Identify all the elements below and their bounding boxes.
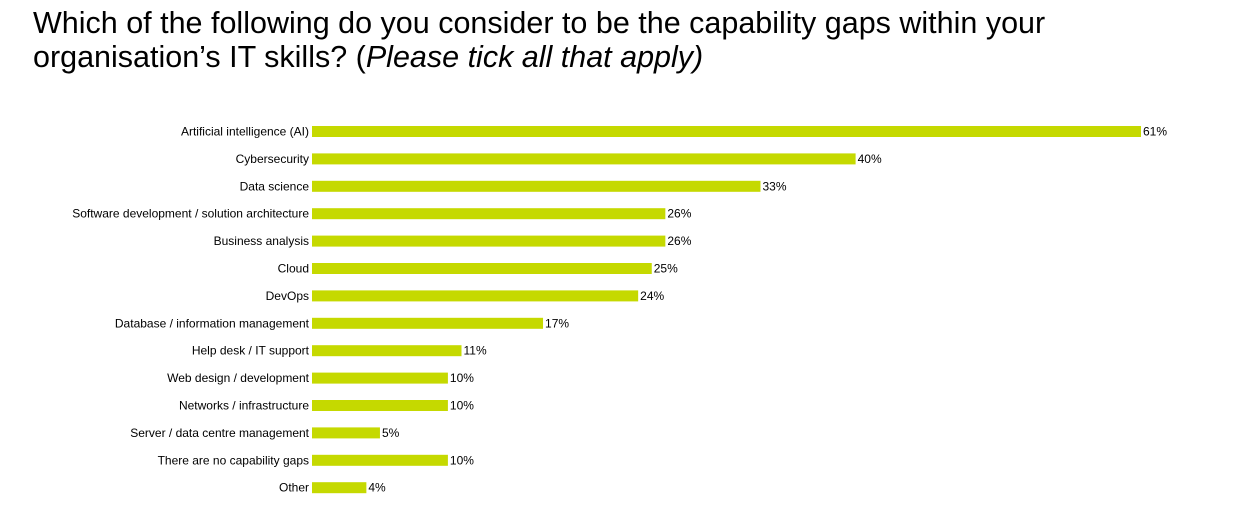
bar — [312, 235, 666, 247]
category-label: Server / data centre management — [130, 426, 309, 440]
data-label: 10% — [450, 371, 474, 385]
category-label: Business analysis — [214, 234, 309, 248]
title-instruction: Please tick all that apply) — [365, 40, 704, 74]
data-label: 24% — [640, 289, 664, 303]
bar — [312, 482, 367, 494]
page-title: Which of the following do you consider t… — [33, 6, 1233, 74]
bar — [312, 180, 761, 192]
title-open-paren: ( — [347, 40, 366, 74]
category-label: Help desk / IT support — [192, 344, 310, 358]
bar — [312, 153, 856, 165]
category-label: Software development / solution architec… — [72, 207, 309, 221]
bar — [312, 317, 544, 329]
data-label: 25% — [654, 262, 678, 276]
data-label: 11% — [463, 344, 486, 358]
category-label: Artificial intelligence (AI) — [181, 125, 309, 139]
bar — [312, 400, 448, 411]
data-label: 4% — [368, 481, 386, 495]
category-label: Cybersecurity — [236, 152, 309, 166]
category-label: Networks / infrastructure — [179, 399, 309, 413]
bar — [312, 372, 448, 384]
category-label: Data science — [240, 179, 310, 193]
data-label: 26% — [667, 234, 691, 248]
bar — [312, 290, 639, 302]
category-label: Other — [279, 481, 309, 495]
category-label: There are no capability gaps — [158, 453, 309, 467]
title-main: Which of the following do you consider t… — [33, 6, 1046, 74]
category-label: Web design / development — [167, 371, 310, 385]
bar — [312, 427, 380, 439]
data-label: 10% — [450, 453, 474, 467]
category-label: DevOps — [266, 289, 309, 303]
bar — [312, 126, 1141, 137]
data-label: 61% — [1143, 125, 1167, 139]
bar — [312, 454, 448, 466]
bar — [312, 208, 666, 220]
data-label: 33% — [762, 179, 786, 193]
category-label: Database / information management — [115, 316, 310, 330]
data-label: 17% — [545, 316, 569, 330]
data-label: 5% — [382, 426, 400, 440]
data-label: 40% — [858, 152, 882, 166]
bar — [312, 263, 652, 274]
bar — [312, 345, 462, 357]
category-label: Cloud — [278, 262, 309, 276]
data-label: 10% — [450, 399, 474, 413]
data-label: 26% — [667, 207, 691, 221]
